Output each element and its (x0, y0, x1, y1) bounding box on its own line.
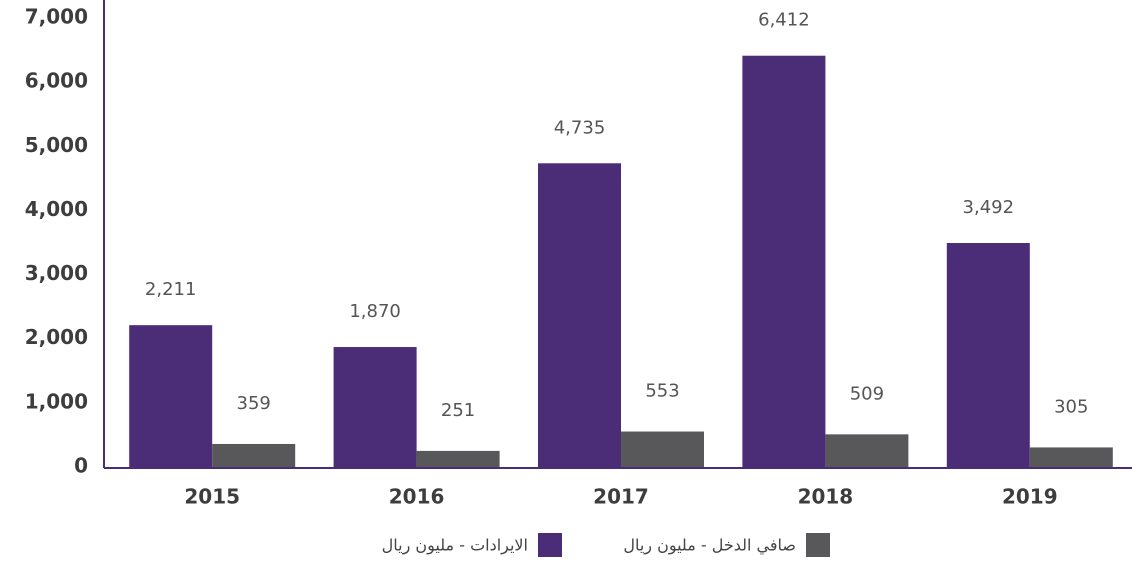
legend-swatch (806, 533, 830, 557)
y-tick-label: 1,000 (25, 389, 88, 413)
y-tick-label: 0 (74, 454, 88, 478)
y-tick-label: 5,000 (25, 133, 88, 157)
x-tick-label: 2019 (1002, 485, 1058, 509)
y-tick-label: 4,000 (25, 197, 88, 221)
value-label: 2,211 (145, 279, 197, 300)
bar (621, 431, 704, 467)
bar (825, 434, 909, 467)
bar (212, 443, 296, 467)
bar (333, 347, 417, 467)
value-label: 251 (441, 400, 475, 421)
y-tick-label: 6,000 (25, 69, 88, 93)
y-tick-label: 7,000 (25, 5, 88, 29)
value-label: 4,735 (554, 117, 606, 138)
x-tick-label: 2016 (389, 485, 445, 509)
bar (946, 243, 1030, 467)
value-label: 1,870 (349, 301, 401, 322)
y-tick-label: 2,000 (25, 325, 88, 349)
legend-swatch (538, 533, 562, 557)
x-tick-label: 2017 (593, 485, 649, 509)
bar (742, 55, 826, 467)
legend-label: صافي الدخل - مليون ريال (623, 536, 796, 556)
value-label: 359 (237, 393, 271, 414)
bar (416, 450, 500, 467)
y-tick-label: 3,000 (25, 261, 88, 285)
value-label: 6,412 (758, 10, 810, 31)
bar (1029, 447, 1113, 467)
bar (129, 325, 213, 467)
value-label: 3,492 (963, 197, 1015, 218)
legend-label: الايرادات - مليون ريال (382, 536, 528, 556)
value-label: 553 (645, 381, 679, 402)
x-tick-label: 2018 (798, 485, 854, 509)
x-tick-label: 2015 (184, 485, 240, 509)
value-label: 305 (1054, 396, 1088, 417)
value-label: 509 (850, 383, 884, 404)
bar (538, 163, 621, 467)
